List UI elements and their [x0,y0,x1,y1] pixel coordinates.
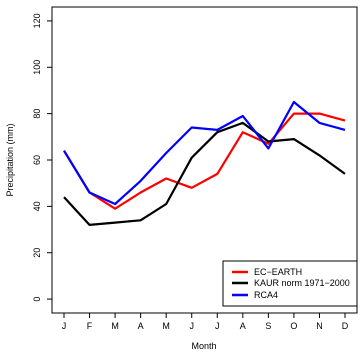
x-tick-label: A [138,321,144,331]
x-tick-label: J [62,321,67,331]
x-axis-title: Month [191,341,216,351]
y-axis: 0 20 40 60 80 100 120 [32,13,52,302]
y-tick-label: 60 [32,155,42,165]
series-lines [63,100,346,226]
legend-label-ec-earth: EC−EARTH [254,267,302,277]
y-tick-label: 20 [32,248,42,258]
legend-label-kaur-norm: KAUR norm 1971−2000 [254,278,350,288]
legend: EC−EARTH KAUR norm 1971−2000 RCA4 [222,260,358,307]
y-tick-label: 120 [32,13,42,28]
y-axis-title: Precipitation (mm) [5,123,15,196]
x-tick-label: M [162,321,170,331]
legend-label-rca4: RCA4 [254,290,278,300]
y-tick-label: 80 [32,109,42,119]
y-tick-label: 0 [32,297,42,302]
series-line-rca4 [63,100,346,206]
x-tick-label: O [290,321,297,331]
x-tick-label: D [342,321,349,331]
series-line-kaur-norm-1971-2000 [63,121,346,226]
y-tick-label: 40 [32,201,42,211]
x-tick-label: J [189,321,194,331]
x-tick-label: M [111,321,119,331]
x-tick-label: S [265,321,271,331]
x-tick-label: A [240,321,246,331]
x-tick-label: F [87,321,93,331]
x-tick-label: N [316,321,323,331]
y-tick-label: 100 [32,60,42,75]
series-line-ec-earth [63,112,346,210]
x-tick-label: J [215,321,220,331]
